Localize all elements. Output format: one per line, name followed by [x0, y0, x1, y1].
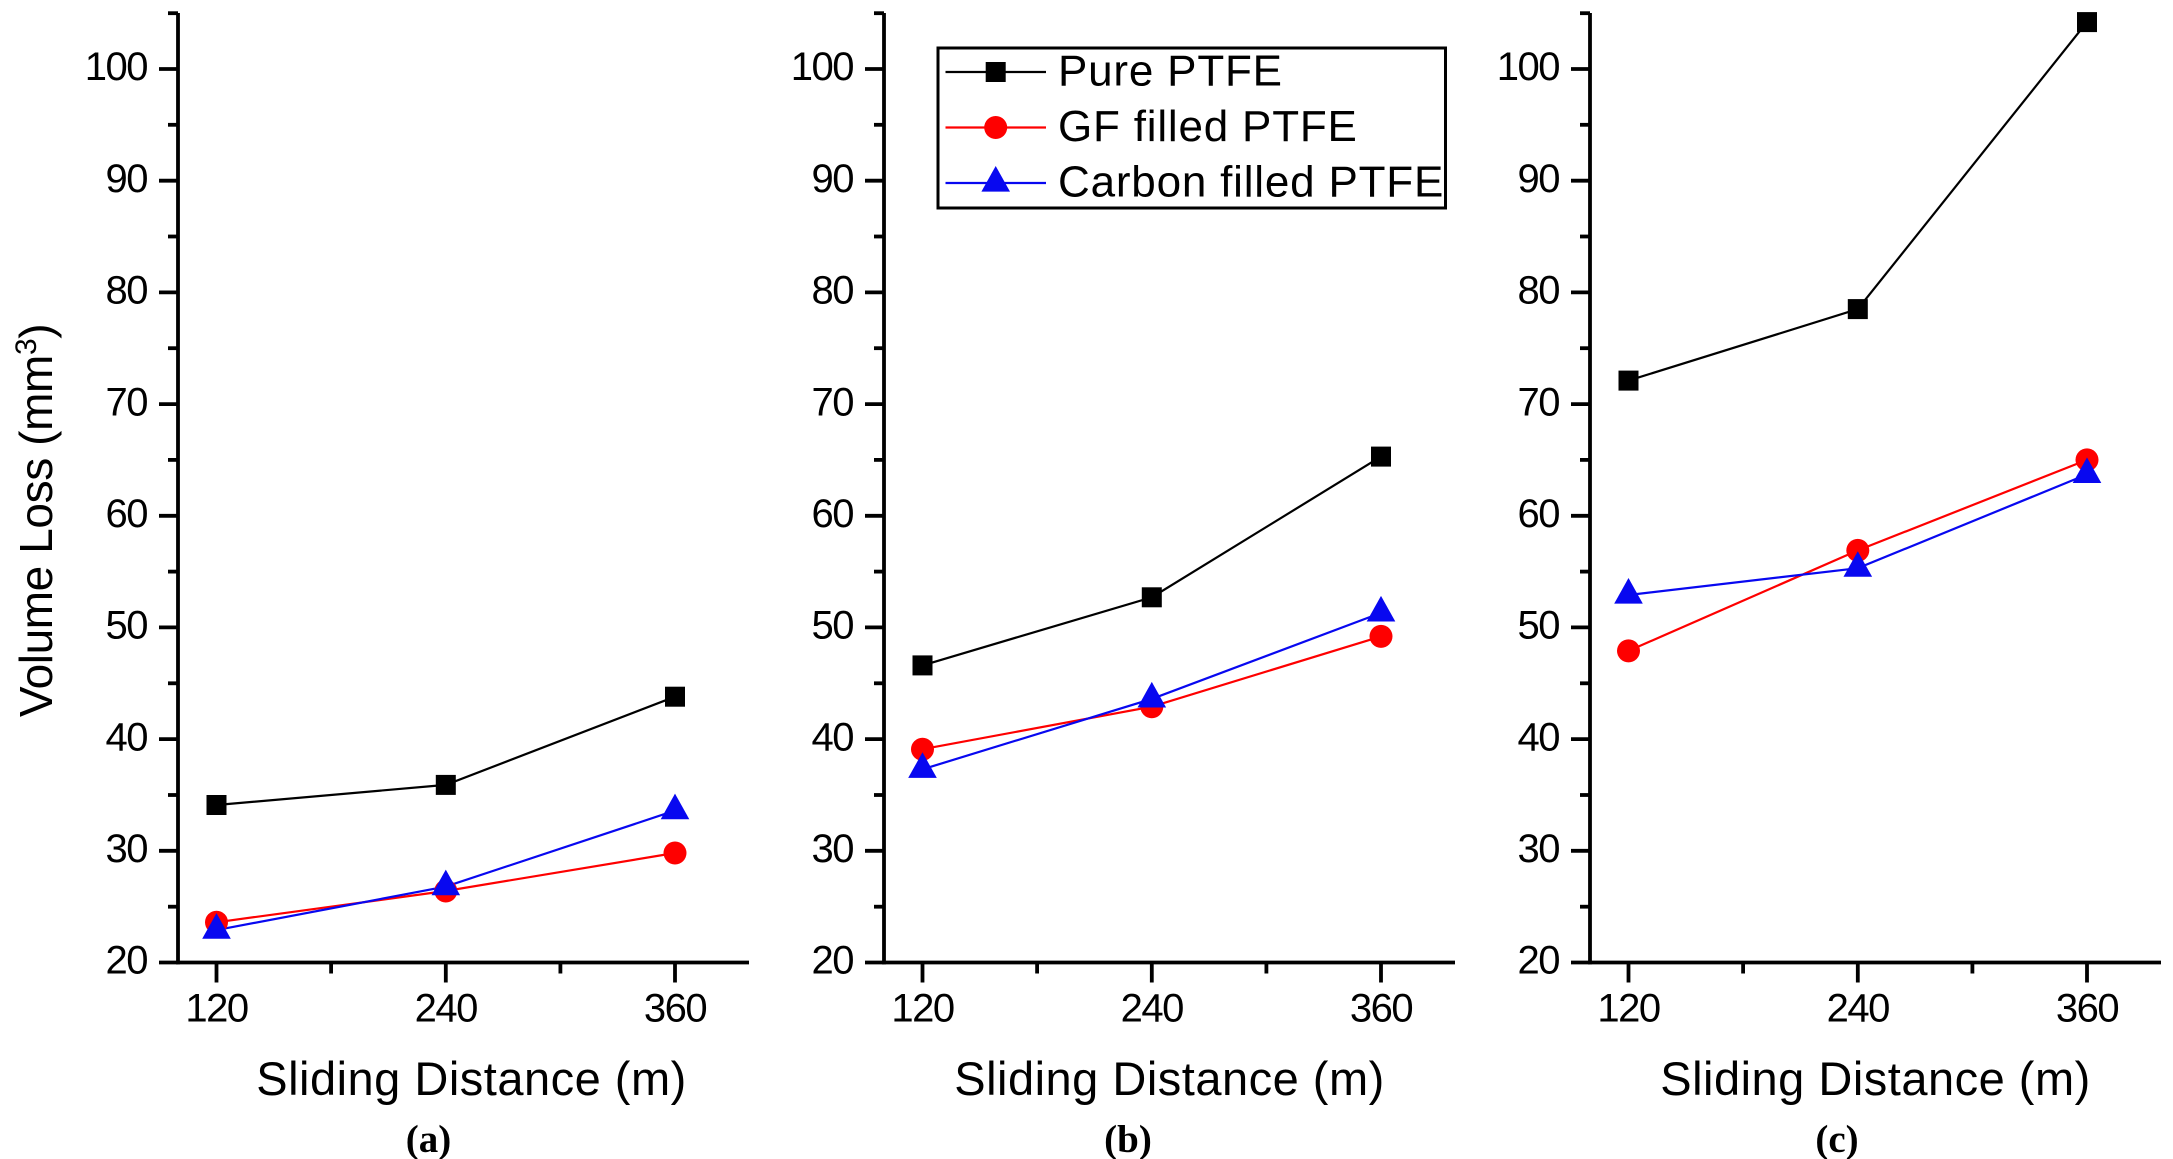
svg-text:50: 50: [106, 604, 148, 648]
svg-text:120: 120: [185, 987, 247, 1031]
svg-text:120: 120: [1597, 987, 1659, 1031]
svg-text:30: 30: [1518, 827, 1560, 871]
svg-text:Volume Loss (mm3): Volume Loss (mm3): [10, 324, 62, 717]
svg-text:60: 60: [1518, 492, 1560, 536]
svg-text:90: 90: [812, 157, 854, 201]
svg-text:40: 40: [106, 715, 148, 759]
svg-text:80: 80: [812, 269, 854, 313]
svg-text:120: 120: [891, 987, 953, 1031]
svg-text:70: 70: [1518, 380, 1560, 424]
svg-text:60: 60: [812, 492, 854, 536]
svg-text:240: 240: [1121, 987, 1183, 1031]
svg-text:50: 50: [812, 604, 854, 648]
svg-text:360: 360: [1350, 987, 1412, 1031]
svg-text:80: 80: [1518, 269, 1560, 313]
svg-text:360: 360: [644, 987, 706, 1031]
svg-text:20: 20: [812, 939, 854, 983]
svg-text:70: 70: [812, 380, 854, 424]
svg-text:240: 240: [415, 987, 477, 1031]
svg-text:30: 30: [106, 827, 148, 871]
svg-text:Sliding Distance (m): Sliding Distance (m): [1660, 1052, 2091, 1105]
svg-text:Sliding Distance (m): Sliding Distance (m): [256, 1052, 687, 1105]
svg-text:100: 100: [85, 45, 147, 89]
svg-text:100: 100: [1497, 45, 1559, 89]
svg-text:360: 360: [2056, 987, 2118, 1031]
svg-text:90: 90: [1518, 157, 1560, 201]
svg-text:20: 20: [106, 939, 148, 983]
svg-text:20: 20: [1518, 939, 1560, 983]
svg-text:Sliding Distance (m): Sliding Distance (m): [954, 1052, 1385, 1105]
svg-text:100: 100: [791, 45, 853, 89]
svg-text:40: 40: [1518, 715, 1560, 759]
svg-text:80: 80: [106, 269, 148, 313]
svg-text:30: 30: [812, 827, 854, 871]
svg-text:40: 40: [812, 715, 854, 759]
svg-text:Pure PTFE: Pure PTFE: [1058, 47, 1283, 96]
svg-text:Carbon filled PTFE: Carbon filled PTFE: [1058, 158, 1444, 207]
svg-text:90: 90: [106, 157, 148, 201]
svg-text:(c): (c): [1815, 1118, 1858, 1159]
svg-text:(b): (b): [1104, 1118, 1152, 1159]
svg-text:(a): (a): [406, 1118, 451, 1159]
svg-text:GF filled PTFE: GF filled PTFE: [1058, 102, 1358, 151]
svg-text:70: 70: [106, 380, 148, 424]
svg-text:50: 50: [1518, 604, 1560, 648]
svg-text:60: 60: [106, 492, 148, 536]
svg-text:240: 240: [1827, 987, 1889, 1031]
